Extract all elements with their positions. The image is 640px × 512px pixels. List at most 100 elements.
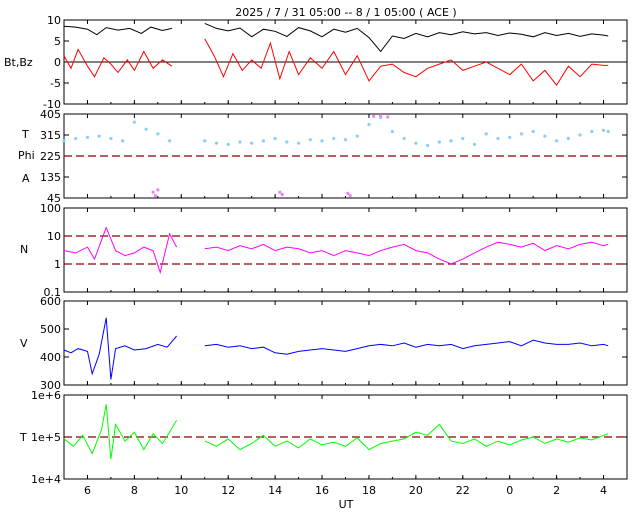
data-point-theta [250, 141, 254, 145]
data-point-theta [355, 134, 359, 138]
data-point-theta [496, 136, 500, 141]
panel-density: N [20, 243, 28, 256]
data-point-theta [121, 139, 125, 143]
y-tick-label: 45 [47, 192, 61, 205]
data-point-theta [484, 132, 488, 136]
data-point-theta [449, 139, 453, 143]
y-tick-label: 500 [40, 323, 61, 336]
y-tick-label: 100 [40, 202, 61, 215]
x-tick-label: 8 [131, 484, 138, 497]
y-tick-label: 0 [54, 56, 61, 69]
data-point-phi [156, 188, 160, 192]
y-tick-label: 1 [54, 258, 61, 271]
data-point-theta [85, 135, 90, 139]
y-tick-label: 5 [54, 35, 61, 48]
y-tick-label: 300 [40, 379, 61, 392]
data-point-theta [461, 136, 465, 141]
data-point-theta [519, 132, 524, 136]
y-tick-label: 400 [40, 351, 61, 364]
panel-magnetic-field: Bt,Bz [4, 56, 33, 69]
plot-frame [63, 300, 628, 386]
ylabel-speed: V [20, 337, 28, 350]
data-point-phi [372, 114, 376, 118]
data-point-theta [390, 129, 395, 134]
panel-speed-plot: 600 500 400 300 [40, 295, 628, 392]
data-point-theta [508, 135, 512, 139]
data-point-phi [151, 190, 155, 194]
chart-title: 2025 / 7 / 31 05:00 -- 8 / 1 05:00 ( ACE… [235, 6, 456, 19]
panel-speed: V [20, 337, 28, 350]
panel-density-plot: 100 10 1 0.1 [40, 202, 628, 299]
ylabel-temperature: T [19, 431, 27, 444]
data-point-theta [62, 139, 66, 143]
data-point-theta [531, 129, 535, 134]
data-point-theta [109, 136, 113, 141]
panel-magnetic-field-plot: 10 5 0 -5 -10 [43, 14, 628, 111]
y-tick-label: -5 [50, 77, 61, 90]
data-point-theta [543, 134, 547, 138]
data-point-theta [132, 120, 136, 124]
data-point-theta [296, 141, 301, 145]
x-tick-label: 22 [456, 484, 470, 497]
data-point-theta [144, 127, 148, 131]
data-point-theta [606, 129, 610, 134]
panel-field-angles-plot: 405 315 225 135 45 [40, 108, 628, 205]
ylabel-density: N [20, 243, 28, 256]
y-tick-label: -10 [43, 98, 61, 111]
x-tick-label: 4 [600, 484, 607, 497]
x-tick-label: 18 [362, 484, 376, 497]
data-point-theta [156, 132, 160, 136]
y-tick-label: 10 [47, 14, 61, 27]
y-tick-label: 405 [40, 108, 61, 121]
series-line-v [63, 317, 609, 380]
data-point-theta [261, 139, 265, 143]
series-line-bt [63, 22, 609, 53]
data-point-phi [379, 114, 383, 118]
series-line-t [63, 404, 609, 460]
x-tick-label: 0 [506, 484, 513, 497]
y-tick-label: 1e+4 [31, 473, 61, 486]
data-point-theta [472, 142, 477, 146]
y-tick-label: 600 [40, 295, 61, 308]
data-point-theta [214, 141, 219, 145]
x-tick-label: 6 [84, 484, 91, 497]
x-tick-label: 20 [409, 484, 423, 497]
data-point-theta [343, 138, 348, 142]
data-point-theta [74, 136, 78, 141]
data-point-theta [273, 136, 277, 141]
data-point-theta [97, 134, 101, 138]
y-tick-label: 135 [40, 171, 61, 184]
data-point-theta [578, 133, 582, 137]
ylabel-phi: Phi [18, 149, 35, 162]
data-point-theta [414, 141, 418, 145]
data-point-theta [367, 122, 371, 127]
data-point-theta [238, 140, 242, 144]
x-tick-label: 10 [174, 484, 188, 497]
data-point-theta [332, 136, 336, 141]
x-tick-label: 16 [315, 484, 329, 497]
y-tick-label: 0.1 [44, 286, 62, 299]
data-point-theta [320, 139, 324, 143]
data-point-theta [437, 140, 441, 144]
y-tick-label: 10 [47, 230, 61, 243]
x-tick-label: 14 [268, 484, 282, 497]
x-tick-label: 2 [553, 484, 560, 497]
ylabel-bt-bz: Bt,Bz [4, 56, 33, 69]
data-point-theta [285, 140, 289, 144]
data-point-phi [346, 191, 350, 195]
data-point-phi [278, 190, 282, 194]
y-tick-label: 315 [40, 129, 61, 142]
data-point-phi [153, 194, 158, 198]
series-line-n [63, 226, 609, 275]
panel-temperature-plot: 1e+6 1e+5 1e+4 [31, 389, 628, 486]
data-point-phi [348, 194, 352, 198]
data-point-theta [226, 142, 230, 146]
data-point-phi [280, 192, 284, 197]
panel-field-angles: T Phi A [18, 128, 35, 185]
data-point-theta [590, 129, 594, 134]
data-point-theta [402, 136, 406, 141]
series-line-bz [63, 38, 609, 86]
y-tick-label: 1e+5 [31, 431, 61, 444]
data-point-theta [555, 139, 559, 143]
